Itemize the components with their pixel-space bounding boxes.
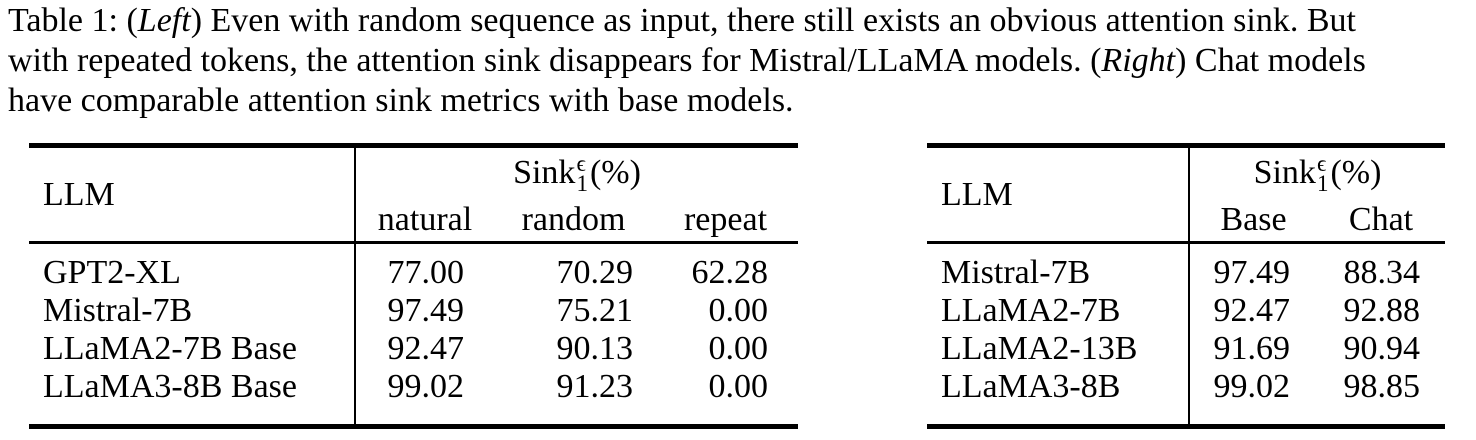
row-values: 92.47 90.13 0.00 — [356, 330, 798, 368]
row-values: 99.02 98.85 — [1190, 368, 1445, 406]
value-cell: 90.94 — [1343, 330, 1421, 367]
value-cell: 92.47 — [387, 330, 465, 367]
model-name: Mistral-7B — [941, 254, 1091, 291]
value-cell: 0.00 — [708, 330, 769, 367]
value-cell: 0.00 — [708, 292, 769, 329]
row-values: 92.47 92.88 — [1190, 292, 1445, 330]
table-row: GPT2-XL 77.00 70.29 62.28 — [29, 254, 798, 292]
value-cell: 92.88 — [1343, 292, 1421, 329]
caption-text: ) Even with random sequence as input, th… — [190, 2, 1356, 39]
right-table-body: Mistral-7B 97.49 88.34 LLaMA2-7B 92.47 9… — [927, 244, 1445, 424]
llm-column-header: LLM — [927, 148, 1190, 241]
value-cell: 99.02 — [387, 368, 465, 405]
col-header-repeat: repeat — [683, 200, 768, 238]
row-values: 91.69 90.94 — [1190, 330, 1445, 368]
model-name: LLaMA2-7B Base — [43, 330, 298, 367]
model-name: LLaMA2-13B — [941, 330, 1138, 367]
value-cell: 97.49 — [1213, 254, 1291, 291]
value-cell: 97.49 — [387, 292, 465, 329]
metric-subscript: 1 — [576, 171, 588, 196]
col-header-natural: natural — [377, 200, 473, 238]
column-divider-rule — [1188, 148, 1190, 424]
subcolumn-headers: natural random repeat — [356, 198, 798, 241]
model-name: GPT2-XL — [43, 254, 181, 291]
value-cell: 98.85 — [1343, 368, 1421, 405]
row-values: 99.02 91.23 0.00 — [356, 368, 798, 406]
left-table-header: LLM Sink ϵ 1 (%) natural random repeat — [29, 148, 798, 244]
value-cell: 0.00 — [708, 368, 769, 405]
model-name: LLaMA3-8B Base — [43, 368, 298, 405]
value-cell: 88.34 — [1343, 254, 1421, 291]
metric-header-group: Sink ϵ 1 (%) Base Chat — [1190, 148, 1445, 241]
value-cell: 77.00 — [387, 254, 465, 291]
model-name: LLaMA3-8B — [941, 368, 1121, 405]
row-values: 77.00 70.29 62.28 — [356, 254, 798, 292]
left-table-body: GPT2-XL 77.00 70.29 62.28 Mistral-7B 97.… — [29, 244, 798, 424]
value-cell: 92.47 — [1213, 292, 1291, 329]
model-name: Mistral-7B — [43, 292, 193, 329]
col-header-chat: Chat — [1348, 200, 1414, 238]
metric-superscript: ϵ — [1316, 151, 1327, 176]
llm-header-label: LLM — [941, 175, 1013, 213]
caption-text: ) Chat models — [1175, 42, 1366, 79]
metric-header: Sink ϵ 1 (%) — [356, 148, 798, 198]
metric-name: Sink — [1253, 154, 1316, 191]
table-row: LLaMA3-8B 99.02 98.85 — [927, 368, 1445, 406]
metric-header-group: Sink ϵ 1 (%) natural random repeat — [356, 148, 798, 241]
value-cell: 70.29 — [556, 254, 634, 291]
metric-header: Sink ϵ 1 (%) — [1190, 148, 1445, 198]
metric-unit: (%) — [589, 154, 641, 191]
table-row: LLaMA2-7B 92.47 92.88 — [927, 292, 1445, 330]
caption-line-1: Table 1: (Left) Even with random sequenc… — [8, 1, 1366, 41]
metric-name: Sink — [513, 154, 576, 191]
table-row: LLaMA2-7B Base 92.47 90.13 0.00 — [29, 330, 798, 368]
metric-subscript: 1 — [1316, 171, 1329, 196]
caption-italic-right: Right — [1101, 42, 1176, 79]
caption-italic-left: Left — [137, 2, 191, 39]
col-header-base: Base — [1220, 200, 1287, 238]
value-cell: 91.69 — [1213, 330, 1291, 367]
column-divider-rule — [354, 148, 356, 424]
caption-text: with repeated tokens, the attention sink… — [8, 42, 1102, 79]
right-table: LLM Sink ϵ 1 (%) Base Chat Mistral-7B 97.49… — [927, 143, 1445, 429]
value-cell: 62.28 — [691, 254, 769, 291]
right-table-header: LLM Sink ϵ 1 (%) Base Chat — [927, 148, 1445, 244]
table-caption: Table 1: (Left) Even with random sequenc… — [8, 1, 1366, 121]
value-cell: 75.21 — [556, 292, 634, 329]
row-values: 97.49 75.21 0.00 — [356, 292, 798, 330]
col-header-random: random — [521, 200, 626, 238]
metric-superscript: ϵ — [576, 151, 586, 176]
caption-text: Table 1: ( — [8, 2, 138, 39]
table-row: LLaMA2-13B 91.69 90.94 — [927, 330, 1445, 368]
row-values: 97.49 88.34 — [1190, 254, 1445, 292]
caption-line-3: have comparable attention sink metrics w… — [8, 81, 1366, 121]
subcolumn-headers: Base Chat — [1190, 198, 1445, 241]
llm-column-header: LLM — [29, 148, 356, 241]
llm-header-label: LLM — [43, 175, 115, 213]
caption-line-2: with repeated tokens, the attention sink… — [8, 41, 1366, 81]
table-row: Mistral-7B 97.49 75.21 0.00 — [29, 292, 798, 330]
model-name: LLaMA2-7B — [941, 292, 1121, 329]
caption-text: have comparable attention sink metrics w… — [8, 82, 794, 119]
left-table: LLM Sink ϵ 1 (%) natural random repeat GPT2… — [29, 143, 798, 429]
value-cell: 91.23 — [556, 368, 634, 405]
value-cell: 99.02 — [1213, 368, 1291, 405]
value-cell: 90.13 — [556, 330, 634, 367]
table-row: LLaMA3-8B Base 99.02 91.23 0.00 — [29, 368, 798, 406]
metric-unit: (%) — [1330, 154, 1382, 191]
table-row: Mistral-7B 97.49 88.34 — [927, 254, 1445, 292]
